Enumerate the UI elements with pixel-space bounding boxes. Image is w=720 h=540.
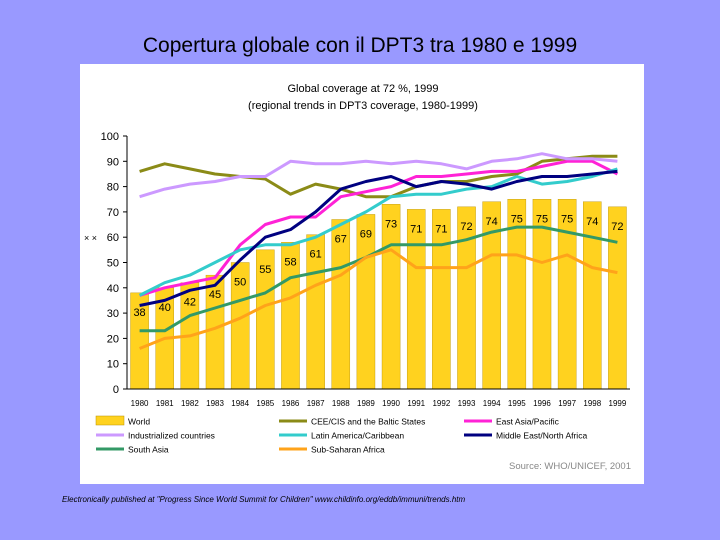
legend-label: Middle East/North Africa — [496, 431, 587, 441]
bar-world — [608, 206, 627, 390]
legend-swatch-bar — [95, 415, 125, 426]
x-tick-label: 1984 — [231, 399, 249, 408]
chart-panel: Global coverage at 72 %, 1999 (regional t… — [80, 64, 644, 484]
x-tick-label: 1983 — [206, 399, 224, 408]
bar-world — [457, 206, 476, 390]
y-tick-label: 40 — [107, 283, 119, 295]
bar-data-label: 71 — [410, 223, 422, 235]
series-line — [139, 154, 618, 199]
legend-label: World — [128, 417, 150, 427]
bar-data-label: 74 — [586, 216, 598, 228]
x-tick-label: 1992 — [432, 399, 450, 408]
y-tick-label: 30 — [107, 308, 119, 320]
chart: Global coverage at 72 %, 1999 (regional t… — [84, 83, 631, 472]
bar-data-label: 75 — [561, 213, 573, 225]
bar-data-label: 74 — [486, 216, 498, 228]
legend-label: East Asia/Pacific — [496, 417, 560, 427]
y-tick-label: 90 — [107, 156, 119, 168]
bar-data-label: 67 — [335, 233, 347, 245]
bar-world — [356, 214, 376, 390]
bar-world — [406, 209, 426, 390]
bar-world — [432, 209, 451, 390]
bar-data-label: 55 — [259, 264, 271, 276]
series-line — [139, 248, 618, 350]
x-tick-label: 1994 — [483, 399, 501, 408]
x-tick-label: 1986 — [282, 399, 300, 408]
bar-world — [381, 204, 401, 390]
legend-label: CEE/CIS and the Baltic States — [311, 417, 425, 427]
x-tick-label: 1988 — [332, 399, 350, 408]
bar-data-label: 75 — [511, 213, 523, 225]
bar-data-label: 38 — [133, 307, 145, 319]
bar-data-label: 71 — [435, 223, 447, 235]
series-line — [139, 152, 618, 199]
x-tick-label: 1985 — [256, 399, 274, 408]
legend-label: Sub-Saharan Africa — [311, 445, 385, 455]
bar-world — [583, 201, 602, 390]
bar-data-label: 72 — [611, 221, 623, 233]
y-tick-label: 50 — [107, 258, 119, 270]
bar-data-label: 45 — [209, 289, 221, 301]
x-tick-label: 1993 — [458, 399, 476, 408]
footer-note: Electronically published at "Progress Si… — [62, 495, 466, 504]
source-note: Source: WHO/UNICEF, 2001 — [509, 461, 631, 472]
x-tick-label: 1987 — [307, 399, 325, 408]
x-tick-label: 1995 — [508, 399, 526, 408]
x-tick-label: 1980 — [131, 399, 149, 408]
y-tick-label: 70 — [107, 207, 119, 219]
bar-data-label: 50 — [234, 277, 246, 289]
x-tick-label: 1999 — [609, 399, 627, 408]
x-tick-label: 1981 — [156, 399, 174, 408]
legend-label: Latin America/Caribbean — [311, 431, 404, 441]
bar-data-label: 69 — [360, 228, 372, 240]
y-axis-marks: × × — [84, 233, 97, 243]
x-tick-label: 1989 — [357, 399, 375, 408]
x-tick-label: 1990 — [382, 399, 400, 408]
bar-world — [557, 199, 577, 390]
bar-data-label: 61 — [310, 249, 322, 261]
bar-data-label: 75 — [536, 213, 548, 225]
bar-data-label: 58 — [284, 256, 296, 268]
bar-data-label: 72 — [460, 221, 472, 233]
chart-subtitle: (regional trends in DPT3 coverage, 1980-… — [248, 100, 478, 112]
chart-title: Global coverage at 72 %, 1999 — [287, 83, 438, 95]
legend-label: South Asia — [128, 445, 169, 455]
series-line — [139, 159, 619, 297]
x-tick-label: 1997 — [558, 399, 576, 408]
series-line — [138, 167, 618, 297]
slide-title: Copertura globale con il DPT3 tra 1980 e… — [142, 34, 578, 57]
x-tick-label: 1982 — [181, 399, 199, 408]
y-tick-label: 0 — [113, 384, 119, 396]
series-line — [139, 225, 618, 333]
bar-data-label: 42 — [184, 297, 196, 309]
legend-label: Industrialized countries — [128, 431, 215, 441]
y-tick-label: 20 — [107, 333, 119, 345]
y-tick-label: 60 — [107, 232, 119, 244]
series-line — [139, 169, 618, 307]
y-tick-label: 80 — [107, 182, 119, 194]
x-tick-label: 1991 — [407, 399, 425, 408]
y-tick-label: 100 — [101, 131, 119, 143]
x-tick-label: 1998 — [583, 399, 601, 408]
bar-data-label: 73 — [385, 218, 397, 230]
x-tick-label: 1996 — [533, 399, 551, 408]
y-tick-label: 10 — [107, 359, 119, 371]
bar-data-label: 40 — [159, 302, 171, 314]
